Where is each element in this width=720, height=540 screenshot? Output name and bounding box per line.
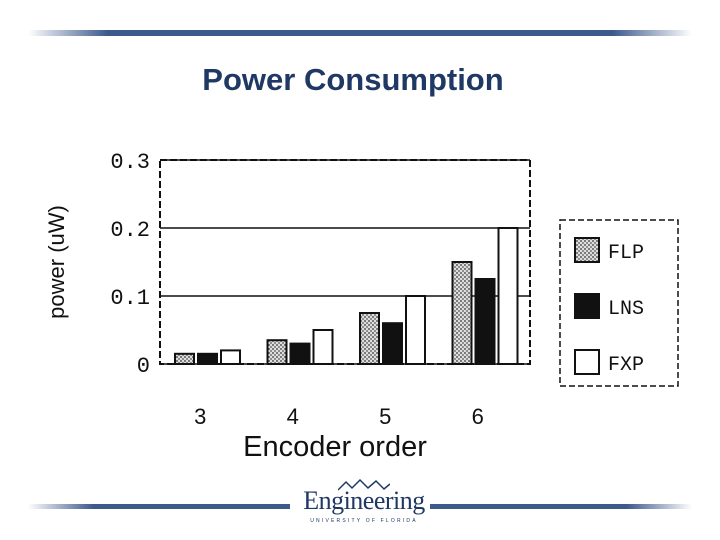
x-tick-label: 6 xyxy=(472,404,484,429)
bar-lns xyxy=(474,278,496,365)
legend-label: FXP xyxy=(608,354,644,377)
top-rule xyxy=(28,30,692,36)
legend-swatch-fxp xyxy=(574,349,600,375)
legend-swatch-lns xyxy=(574,293,600,319)
bar-fxp xyxy=(405,295,426,365)
gator-mark-icon xyxy=(338,478,390,491)
bar-lns xyxy=(197,352,218,366)
y-tick-label: 0.3 xyxy=(110,150,150,175)
bar-fxp xyxy=(497,227,519,365)
logo-subtitle: UNIVERSITY OF FLORIDA xyxy=(310,518,418,524)
power-chart: 0 0.1 0.2 0.3 power (uW) 3 4 5 6 Encoder order FL… xyxy=(44,150,679,463)
bar-flp xyxy=(174,352,195,366)
y-tick-label: 0.1 xyxy=(110,286,150,311)
bar-flp xyxy=(451,261,473,365)
bar-fxp xyxy=(220,349,241,365)
y-axis-label: power (uW) xyxy=(44,205,69,319)
bar-lns xyxy=(289,342,311,366)
legend-swatch-flp xyxy=(574,237,600,263)
bottom-rule-left xyxy=(28,504,290,509)
x-axis-label: Encoder order xyxy=(243,431,427,463)
legend-label: LNS xyxy=(608,298,644,321)
x-tick-label: 3 xyxy=(194,404,206,429)
slide-title: Power Consumption xyxy=(202,62,504,97)
y-tick-label: 0 xyxy=(137,354,150,379)
x-tick-label: 4 xyxy=(287,404,299,429)
legend-label: FLP xyxy=(608,242,644,265)
bottom-rule-right xyxy=(430,504,692,509)
y-tick-label: 0.2 xyxy=(110,218,150,243)
x-tick-label: 5 xyxy=(379,404,391,429)
university-logo: Engineering UNIVERSITY OF FLORIDA xyxy=(300,478,428,528)
bar-fxp xyxy=(312,329,334,365)
logo-wordmark: Engineering xyxy=(303,486,425,515)
bar-flp xyxy=(359,312,380,365)
bar-flp xyxy=(266,339,288,365)
bar-lns xyxy=(382,322,403,365)
